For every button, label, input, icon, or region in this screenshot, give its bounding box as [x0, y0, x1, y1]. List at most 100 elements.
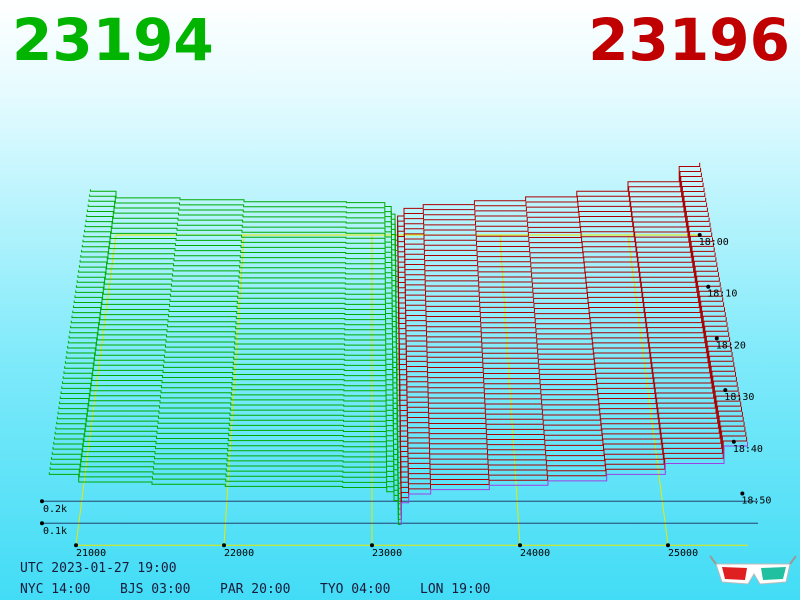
grid-line — [627, 234, 669, 546]
bid-depth-line — [79, 260, 398, 308]
glasses-arms — [709, 555, 797, 565]
x-tick — [518, 543, 522, 548]
time-tick-label: 18:00 — [699, 237, 729, 248]
x-tick — [370, 543, 374, 548]
x-tick-label: 22000 — [224, 548, 254, 559]
bid-depth-line — [51, 452, 401, 505]
depth-tick-label: 0.1k — [43, 526, 67, 537]
time-tick-label: 18:30 — [724, 392, 754, 403]
bid-depth-line — [73, 305, 399, 355]
bid-depth-line — [89, 189, 397, 236]
bid-depth-line — [58, 406, 400, 458]
ask-depth-line — [397, 167, 702, 241]
bid-price: 23194 — [12, 6, 214, 74]
bid-depth-line — [72, 310, 399, 360]
bid-depth-line — [70, 325, 399, 376]
bid-depth-line — [65, 356, 399, 407]
bid-depth-line — [49, 467, 401, 520]
bid-depth-line — [70, 320, 399, 370]
bid-depth-line — [63, 371, 400, 422]
city-time: LON 19:00 — [420, 582, 490, 597]
bid-depth-line — [88, 199, 397, 246]
bid-depth-line — [89, 194, 397, 241]
x-tick — [74, 543, 78, 548]
bid-depth-line — [81, 249, 398, 298]
ask-depth-line — [397, 182, 704, 257]
bid-depth-line — [81, 244, 398, 293]
time-tick-label: 18:50 — [741, 496, 771, 507]
bid-depth-line — [86, 214, 398, 262]
time-tick — [731, 439, 736, 444]
left-lens — [722, 567, 747, 580]
ask-depth-line — [397, 162, 701, 236]
depth-tick-label: 0.2k — [43, 504, 67, 515]
bid-depth-line — [69, 330, 399, 381]
bid-depth-line — [57, 411, 400, 463]
bid-depth-line — [55, 426, 400, 479]
bid-depth-line — [87, 204, 397, 251]
time-tick-label: 18:20 — [716, 340, 746, 351]
bid-depth-line — [78, 265, 398, 314]
ask-depth-line — [400, 441, 748, 525]
bid-depth-line — [76, 280, 398, 329]
city-times: NYC 14:00 BJS 03:00 PAR 20:00 TYO 04:00 LON … — [20, 582, 490, 597]
time-tick-label: 18:40 — [733, 444, 763, 455]
bid-depth-line — [56, 421, 400, 474]
ask-depth-line — [397, 192, 706, 267]
bid-depth-line — [71, 315, 399, 365]
depth-tick — [39, 499, 44, 504]
grid-line — [75, 234, 117, 546]
axes: 21000 22000 23000 24000 25000 0.2k 0.1k 18:00 18… — [39, 233, 771, 559]
time-tick — [723, 388, 728, 393]
bid-depth-line — [62, 381, 400, 432]
bid-depth-line — [67, 340, 399, 391]
depth-tick — [39, 521, 44, 526]
3d-glasses-toggle[interactable] — [709, 555, 797, 585]
bid-depth-line — [68, 335, 399, 386]
bid-depth-line — [67, 345, 399, 396]
city-time: TYO 04:00 — [320, 582, 390, 597]
bid-depth-line — [54, 431, 400, 484]
x-tick-label: 24000 — [520, 548, 550, 559]
city-time: PAR 20:00 — [220, 582, 290, 597]
ask-price: 23196 — [588, 6, 790, 74]
bid-depth-line — [52, 446, 401, 500]
time-tick — [697, 233, 702, 237]
x-tick-label: 21000 — [76, 548, 106, 559]
time-tick — [714, 336, 719, 341]
x-tick — [222, 543, 226, 548]
bid-depth-line — [75, 290, 399, 339]
bid-depth-line — [86, 209, 398, 257]
bid-depth-line — [50, 462, 401, 515]
depth-slices — [48, 162, 748, 525]
bid-depth-line — [78, 270, 398, 319]
bid-depth-line — [56, 416, 400, 469]
ask-depth-line — [397, 172, 702, 246]
bid-depth-line — [73, 300, 399, 350]
bid-depth-line — [64, 366, 400, 417]
bid-depth-line — [77, 275, 398, 324]
bid-depth-line — [84, 229, 398, 277]
bid-depth-line — [82, 239, 398, 288]
bid-depth-line — [51, 457, 401, 510]
bid-depth-line — [64, 361, 399, 412]
x-tick-label: 25000 — [668, 548, 698, 559]
bid-depth-line — [59, 401, 400, 453]
bid-depth-line — [53, 441, 401, 494]
bid-depth-line — [74, 295, 399, 345]
bid-depth-line — [84, 224, 398, 272]
x-tick-label: 23000 — [372, 548, 402, 559]
bid-depth-line — [61, 386, 400, 438]
bid-depth-line — [66, 351, 399, 401]
city-time: BJS 03:00 — [120, 582, 190, 597]
bid-depth-line — [83, 234, 398, 282]
time-tick — [740, 491, 745, 496]
bid-depth-line — [75, 285, 399, 334]
x-tick — [666, 543, 670, 548]
bid-depth-line — [59, 396, 400, 448]
bid-depth-line — [60, 391, 400, 443]
bid-depth-line — [48, 472, 401, 525]
bid-depth-line — [80, 255, 398, 303]
